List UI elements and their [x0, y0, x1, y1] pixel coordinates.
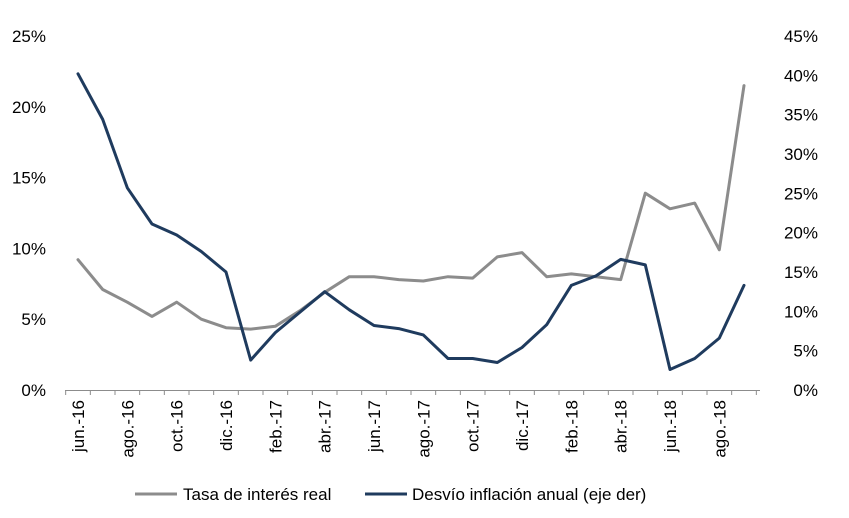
tick-labels: 0% 5% 10% 15% 20% 25% 0% 5% 10% 15% 20% 25% 30% 35% 40… [12, 27, 818, 458]
series-2-point [224, 270, 228, 274]
series-1-point [496, 255, 499, 259]
series-2-point [520, 346, 524, 349]
series-2-point [175, 233, 178, 237]
series-2-point [718, 336, 721, 340]
series-1-point [76, 258, 80, 261]
x-tick-label: ago.-18 [710, 400, 729, 458]
legend-label-2: Desvío inflación anual (eje der) [412, 485, 646, 504]
series-1-point [274, 325, 277, 328]
y-right-tick-label: 40% [784, 66, 818, 85]
series-2-point [644, 263, 647, 267]
y-right-tick-label: 20% [784, 224, 818, 243]
series-2-point [76, 72, 80, 75]
series-2-point [150, 222, 154, 226]
series-line-1 [76, 84, 746, 331]
series-2-point [545, 323, 548, 326]
series-2-point [200, 250, 203, 253]
series-2-point [249, 358, 252, 362]
x-tick-label: oct.-17 [464, 400, 483, 452]
x-tick-label: jun.-18 [661, 400, 680, 453]
series-1-point [742, 84, 746, 87]
series-1-point [249, 327, 252, 331]
y-left-tick-label: 20% [12, 98, 46, 117]
series-1-point [619, 278, 622, 281]
series-2-point [594, 274, 598, 278]
x-tick-label: ago.-16 [118, 400, 137, 458]
series-1-point [520, 251, 524, 254]
series-lines [76, 72, 746, 371]
y-right-tick-label: 45% [784, 27, 818, 46]
series-2-point [397, 327, 400, 330]
x-tick-label: ago.-17 [414, 400, 433, 458]
x-tick-label: jun.-16 [69, 400, 88, 453]
y-right-tick-label: 10% [784, 302, 818, 321]
series-1-point [644, 191, 647, 195]
y-left-tick-label: 15% [12, 169, 46, 188]
series-1-point [693, 201, 696, 205]
series-2-point [101, 118, 104, 121]
series-1-point [126, 301, 129, 304]
series-line-2 [76, 72, 746, 371]
series-2-point [126, 186, 129, 190]
series-1-point [175, 301, 178, 304]
y-right-tick-label: 25% [784, 184, 818, 203]
series-2-point [298, 310, 302, 314]
series-2-point [471, 357, 474, 360]
series-2-point [422, 333, 425, 337]
x-tick-label: jun.-17 [365, 400, 384, 453]
series-2-point [742, 284, 746, 287]
series-1-point [668, 207, 672, 210]
series-1-point [422, 279, 425, 283]
x-tick-label: abr.-18 [612, 400, 631, 453]
y-right-tick-label: 0% [793, 381, 818, 400]
series-1-point [718, 248, 721, 252]
series-2-point [274, 331, 277, 334]
series-2-point [372, 324, 376, 327]
series-1-point [348, 275, 351, 278]
series-1-point [372, 275, 376, 278]
series-2-point [496, 361, 499, 364]
y-left-tick-label: 10% [12, 239, 46, 258]
series-1-point [570, 272, 573, 276]
y-right-tick-label: 15% [784, 263, 818, 282]
series-1-point [150, 315, 154, 318]
x-tick-label: abr.-17 [316, 400, 335, 453]
series-1-point [446, 275, 450, 278]
y-right-tick-label: 35% [784, 106, 818, 125]
legend: Tasa de interés real Desvío inflación anu… [135, 485, 646, 504]
legend-label-1: Tasa de interés real [183, 485, 331, 504]
x-tick-label: feb.-18 [562, 400, 581, 453]
y-left-tick-label: 0% [21, 381, 46, 400]
series-2-point [570, 284, 573, 287]
x-tick-label: feb.-17 [266, 400, 285, 453]
series-2-point [323, 290, 326, 293]
y-left-tick-label: 25% [12, 27, 46, 46]
series-1-point [101, 288, 104, 291]
x-tick-label: dic.-17 [513, 400, 532, 451]
series-1-point [397, 278, 400, 281]
series-2-point [619, 258, 622, 261]
y-right-tick-label: 30% [784, 145, 818, 164]
series-2-point [693, 357, 696, 360]
series-1-point [224, 326, 228, 329]
series-1-point [545, 275, 548, 278]
y-left-tick-label: 5% [21, 310, 46, 329]
y-right-tick-label: 5% [793, 342, 818, 361]
series-1-point [200, 318, 203, 321]
x-tick-label: oct.-16 [168, 400, 187, 452]
series-2-point [668, 368, 672, 371]
x-tick-label: dic.-16 [217, 400, 236, 451]
series-2-point [348, 308, 351, 311]
series-2-point [446, 357, 450, 360]
series-1-point [471, 276, 474, 280]
axes-layer [65, 390, 760, 395]
